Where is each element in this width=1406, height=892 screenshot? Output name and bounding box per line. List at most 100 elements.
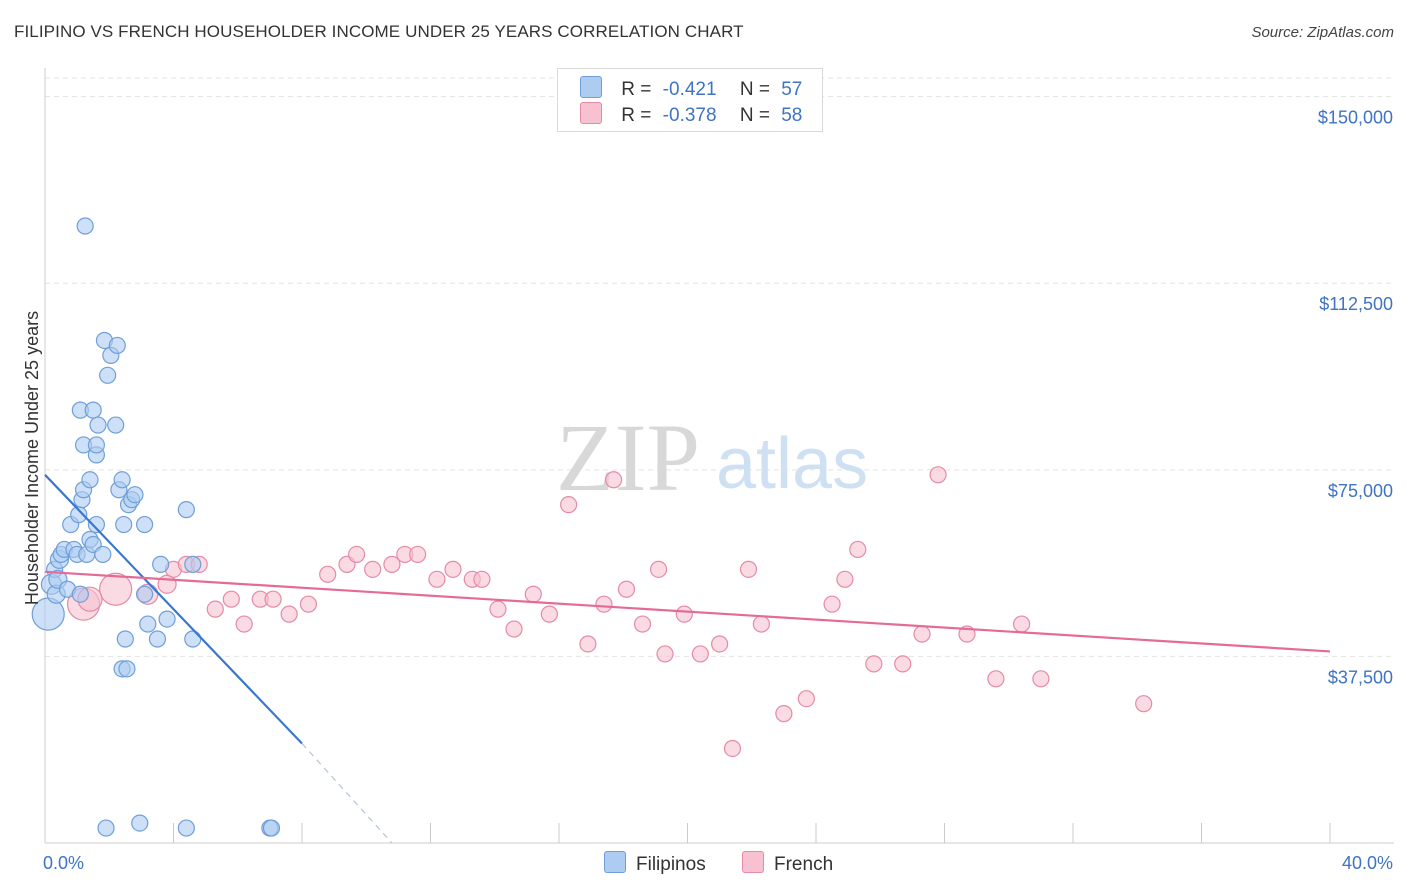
watermark-atlas: atlas xyxy=(716,424,868,504)
filipinos-swatch xyxy=(604,851,626,873)
filipino-point xyxy=(108,336,126,355)
legend-n-value: 57 xyxy=(781,79,803,100)
filipinos-trend-extension xyxy=(301,743,393,844)
french-point xyxy=(235,615,253,633)
legend-n-value: 58 xyxy=(781,105,803,126)
filipino-point xyxy=(89,416,107,434)
filipino-point xyxy=(118,660,136,678)
french-point xyxy=(1135,695,1153,713)
filipino-point xyxy=(177,819,195,837)
bottom-legend-filipinos: Filipinos xyxy=(604,851,706,876)
french-point xyxy=(913,625,931,643)
french-point xyxy=(865,655,883,673)
legend-n-label: N = xyxy=(739,105,770,126)
filipino-point xyxy=(113,471,131,489)
french-point xyxy=(836,570,854,588)
axes xyxy=(44,68,1394,844)
filipino-point xyxy=(116,630,134,648)
french-point xyxy=(929,466,947,484)
french-point xyxy=(823,595,841,613)
filipino-point xyxy=(71,585,89,603)
french-point xyxy=(409,545,427,564)
filipino-point xyxy=(262,819,281,837)
filipino-point xyxy=(84,401,102,419)
filipino-point xyxy=(81,471,99,489)
french-point xyxy=(656,645,674,663)
filipino-point xyxy=(158,610,176,628)
french-point xyxy=(739,560,758,578)
french-point xyxy=(222,590,240,608)
filipino-point xyxy=(76,217,94,235)
french-point xyxy=(383,555,401,573)
french-point xyxy=(505,620,523,638)
filipino-point xyxy=(152,555,170,573)
legend-r-value: -0.378 xyxy=(662,105,717,126)
french-point xyxy=(524,585,542,603)
french-point xyxy=(99,572,133,606)
french-point xyxy=(319,565,337,583)
french-point xyxy=(633,615,652,633)
chart-title: FILIPINO VS FRENCH HOUSEHOLDER INCOME UN… xyxy=(14,22,744,41)
filipino-point xyxy=(97,819,115,837)
filipinos-swatch xyxy=(580,76,602,98)
source-label: Source: ZipAtlas.com xyxy=(1251,24,1394,41)
french-point xyxy=(444,560,462,578)
grid-lines xyxy=(45,77,1394,657)
filipino-point xyxy=(177,501,195,519)
legend-r-value: -0.421 xyxy=(662,79,717,100)
french-point xyxy=(560,496,578,514)
legend-row-filipinos: R = -0.421 N = 57 xyxy=(580,76,802,100)
french-point xyxy=(473,570,491,588)
filipino-point xyxy=(135,515,154,534)
tick-labels: $37,500 $75,000 $112,500 $150,000 0.0% 40.0% xyxy=(43,108,1393,873)
filipino-point xyxy=(184,555,202,573)
french-point xyxy=(691,645,709,663)
correlation-legend: R = -0.421 N = 57 R = -0.378 N = 58 xyxy=(557,68,823,132)
y-axis-label: Householder Income Under 25 years xyxy=(22,311,42,605)
filipino-point xyxy=(99,366,117,384)
french-point xyxy=(987,670,1005,688)
watermark: ZIP atlas xyxy=(556,404,868,511)
legend-n-label: N = xyxy=(739,79,770,100)
filipino-point xyxy=(135,585,154,603)
french-point xyxy=(675,605,693,623)
y-tick-label: $150,000 xyxy=(1318,108,1393,128)
french-point xyxy=(364,560,382,578)
french-point xyxy=(489,600,507,618)
french-point xyxy=(280,605,298,623)
filipinos-points xyxy=(31,217,281,837)
french-point xyxy=(348,545,366,564)
filipino-point xyxy=(115,515,133,534)
bottom-legend-french: French xyxy=(742,851,833,876)
legend-row-french: R = -0.378 N = 58 xyxy=(580,102,802,126)
filipino-point xyxy=(131,814,149,832)
french-point xyxy=(1032,670,1050,688)
y-tick-label: $112,500 xyxy=(1319,294,1393,314)
french-point xyxy=(649,560,668,578)
filipino-point xyxy=(87,436,106,454)
french-point xyxy=(849,540,867,559)
filipinos-label: Filipinos xyxy=(636,854,706,875)
french-trend-line xyxy=(44,570,1331,653)
french-swatch xyxy=(580,102,602,124)
french-swatch xyxy=(742,851,764,873)
french-point xyxy=(797,690,815,708)
french-label: French xyxy=(774,854,834,875)
filipino-point xyxy=(107,416,125,434)
legend-r-label: R = xyxy=(621,105,652,126)
french-point xyxy=(299,595,318,613)
french-point xyxy=(711,635,729,653)
y-tick-label: $75,000 xyxy=(1328,481,1393,501)
french-point xyxy=(428,570,446,588)
french-point xyxy=(775,705,793,723)
french-point xyxy=(894,655,912,673)
french-point xyxy=(752,615,770,633)
filipino-point xyxy=(94,545,112,564)
watermark-zip: ZIP xyxy=(556,404,700,511)
filipino-point xyxy=(87,515,106,534)
filipino-point xyxy=(126,486,144,504)
filipino-point xyxy=(148,630,167,648)
legend-r-label: R = xyxy=(621,79,652,100)
filipino-point xyxy=(184,630,202,648)
